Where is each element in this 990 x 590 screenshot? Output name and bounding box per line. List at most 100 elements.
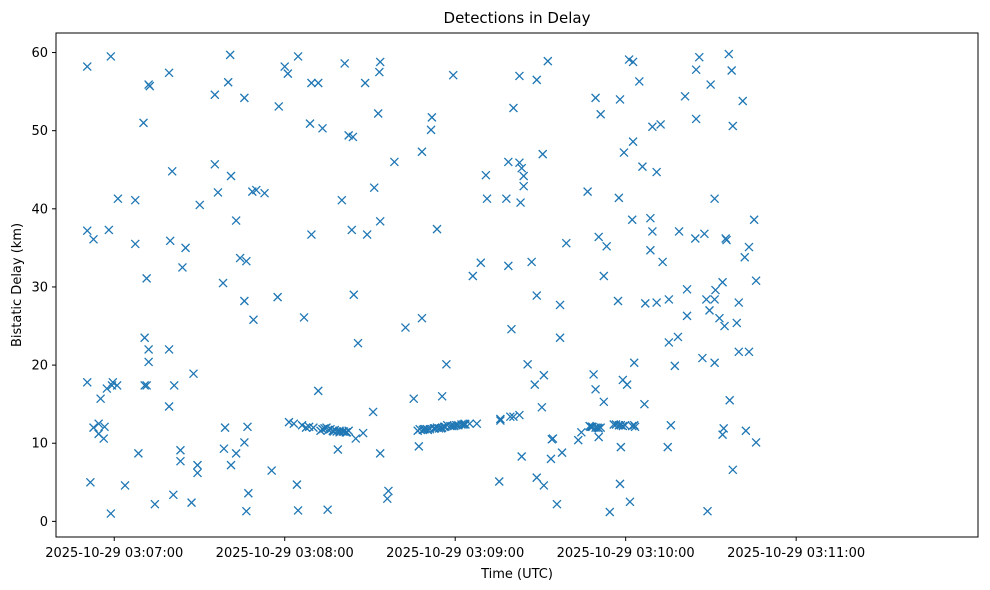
- data-point: [710, 194, 720, 204]
- data-point: [301, 423, 311, 433]
- data-point: [113, 194, 123, 204]
- data-point: [624, 55, 634, 65]
- data-point: [220, 423, 230, 433]
- y-tick-label: 20: [31, 359, 48, 374]
- data-point: [100, 422, 110, 432]
- data-point: [82, 226, 92, 236]
- x-axis-ticks: 2025-10-29 03:07:00 2025-10-29 03:08:00 20…: [45, 537, 865, 561]
- data-point: [417, 313, 427, 323]
- data-point: [150, 499, 160, 509]
- data-point: [284, 417, 294, 427]
- data-point: [306, 78, 316, 88]
- data-point: [140, 333, 150, 343]
- data-point: [548, 434, 558, 444]
- data-point: [353, 338, 363, 348]
- data-point: [375, 448, 385, 458]
- data-point: [711, 285, 720, 295]
- data-point: [532, 75, 542, 85]
- data-point: [374, 67, 384, 77]
- data-point: [503, 157, 513, 167]
- data-point: [538, 149, 548, 159]
- data-point: [537, 402, 547, 412]
- data-point: [656, 119, 666, 129]
- data-point: [306, 230, 316, 240]
- data-point: [360, 78, 370, 88]
- x-tick-label: 2025-10-29 03:11:00: [727, 546, 865, 561]
- data-point: [243, 488, 253, 498]
- data-point: [297, 420, 307, 430]
- data-point: [289, 419, 299, 429]
- data-point: [734, 298, 744, 308]
- data-point: [589, 370, 599, 379]
- data-point: [210, 159, 220, 169]
- data-point: [619, 148, 629, 158]
- data-point: [82, 62, 92, 72]
- data-point: [599, 271, 609, 281]
- data-point: [96, 394, 106, 404]
- data-point: [647, 227, 657, 236]
- data-point: [226, 460, 236, 470]
- data-point: [99, 434, 109, 444]
- data-point: [341, 427, 351, 437]
- data-point: [705, 305, 714, 315]
- data-point: [340, 59, 350, 68]
- data-point: [373, 109, 383, 118]
- data-point: [437, 423, 447, 433]
- data-point: [195, 200, 205, 210]
- data-point: [703, 506, 712, 516]
- data-point: [514, 71, 524, 81]
- data-point: [318, 123, 327, 133]
- data-point: [508, 103, 518, 113]
- data-point: [337, 195, 347, 205]
- data-point: [627, 215, 637, 225]
- y-tick-label: 40: [31, 202, 48, 217]
- data-point: [616, 420, 626, 430]
- data-point: [495, 416, 505, 426]
- x-tick-label: 2025-10-29 03:08:00: [216, 546, 354, 561]
- data-point: [144, 345, 154, 354]
- data-point: [437, 391, 447, 401]
- data-point: [142, 273, 152, 283]
- data-point: [691, 114, 701, 124]
- data-point: [701, 294, 711, 304]
- data-point: [691, 65, 701, 75]
- data-point: [142, 380, 152, 390]
- y-axis-label: Bistatic Delay (km): [10, 223, 25, 347]
- data-point: [728, 465, 738, 475]
- data-point: [106, 51, 116, 61]
- data-point: [673, 332, 683, 342]
- data-point: [251, 185, 261, 195]
- data-point: [239, 296, 249, 306]
- data-point: [273, 292, 283, 302]
- data-point: [744, 347, 754, 357]
- data-point: [647, 122, 657, 132]
- data-point: [514, 410, 524, 420]
- data-point: [456, 420, 466, 429]
- data-point: [351, 434, 361, 444]
- data-point: [506, 324, 516, 334]
- data-point: [627, 421, 637, 431]
- data-point: [652, 298, 662, 308]
- data-point: [530, 380, 540, 390]
- data-point: [494, 477, 504, 486]
- data-point: [164, 402, 174, 411]
- data-point: [145, 81, 155, 91]
- data-point: [167, 166, 177, 176]
- data-point: [576, 427, 586, 437]
- data-point: [694, 52, 704, 62]
- data-point: [177, 262, 187, 272]
- data-point: [383, 486, 393, 496]
- data-point: [432, 224, 442, 234]
- data-point: [622, 380, 632, 390]
- data-point: [710, 358, 720, 368]
- data-point: [714, 313, 724, 323]
- data-point: [532, 291, 542, 301]
- data-point: [283, 69, 293, 79]
- data-point: [193, 468, 202, 478]
- data-point: [519, 171, 529, 181]
- data-point: [299, 312, 309, 322]
- data-point: [348, 132, 358, 142]
- data-point: [596, 109, 606, 119]
- data-point: [664, 337, 674, 347]
- data-point: [658, 257, 668, 267]
